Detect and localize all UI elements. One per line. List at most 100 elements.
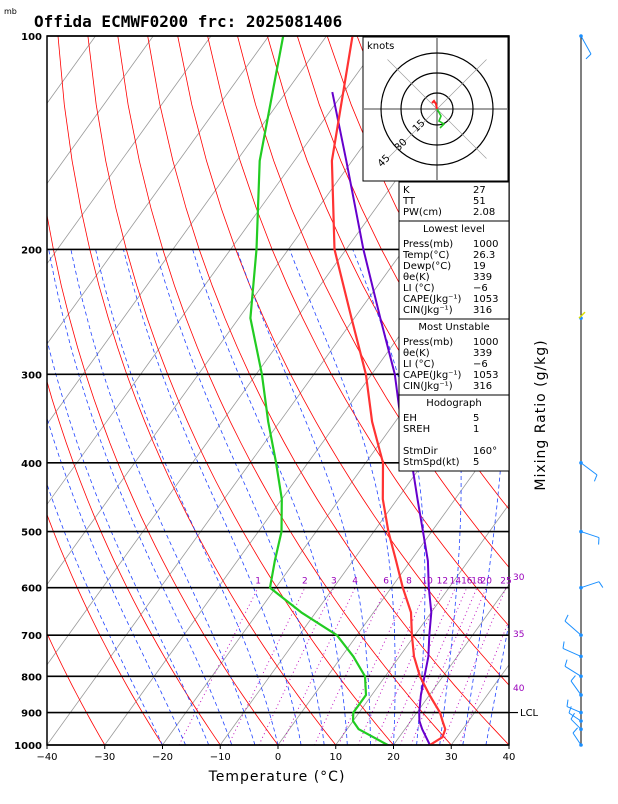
param-value: 316: [473, 305, 492, 316]
param-value: 1000: [473, 239, 498, 250]
param-section-header: Hodograph: [426, 398, 481, 409]
wind-barb-flag: [586, 54, 591, 59]
param-value: 27: [473, 185, 486, 196]
param-value: 339: [473, 272, 492, 283]
x-tick-label: −40: [36, 752, 57, 763]
wind-barb-shaft: [581, 463, 597, 475]
dry-adiabat: [58, 36, 336, 745]
pressure-tick-label: 700: [21, 631, 42, 642]
wind-barb-flag: [563, 642, 564, 649]
wind-barb-shaft: [581, 36, 591, 54]
mixing-ratio-label: 12: [437, 577, 448, 587]
param-value: 1053: [473, 370, 498, 381]
x-tick-label: −20: [152, 752, 173, 763]
background-grid: [0, 36, 618, 745]
param-label: CIN(Jkg⁻¹): [403, 381, 453, 392]
param-value: 1053: [473, 294, 498, 305]
param-label: TT: [402, 196, 416, 207]
mixing-ratio-label: 1: [255, 577, 261, 587]
dry-adiabat: [567, 36, 618, 745]
param-label: CIN(Jkg⁻¹): [403, 305, 453, 316]
mixing-ratio-label: 6: [383, 577, 389, 587]
pressure-tick-label: 800: [21, 672, 42, 683]
x-axis-title: Temperature (°C): [208, 769, 346, 785]
wind-barb-flag: [573, 728, 578, 733]
moist-adiabat: [155, 249, 324, 745]
param-value: 1: [473, 424, 479, 435]
param-value: 339: [473, 348, 492, 359]
lcl-label: LCL: [520, 708, 539, 719]
wind-barb-shaft: [581, 532, 599, 538]
pressure-tick-label: 100: [21, 32, 42, 43]
param-section-header: Lowest level: [423, 224, 485, 235]
param-label: CAPE(Jkg⁻¹): [403, 370, 461, 381]
wind-barb-shaft: [563, 648, 581, 656]
wind-barb-shaft: [581, 582, 599, 588]
theta-e-label: 30: [513, 573, 525, 583]
param-value: 51: [473, 196, 486, 207]
mixing-ratio-label: 4: [352, 577, 358, 587]
param-label: Dewp(°C): [403, 261, 451, 272]
param-label: Press(mb): [403, 239, 453, 250]
mixing-ratio-label: 14: [450, 577, 462, 587]
x-tick-label: 20: [387, 752, 400, 763]
chart-title: Offida ECMWF0200 frc: 2025081406: [34, 12, 342, 31]
param-label: Press(mb): [403, 337, 453, 348]
wind-barb-flag: [567, 700, 568, 707]
param-value: 2.08: [473, 207, 495, 218]
wind-barb-column: [563, 34, 603, 747]
param-label: θe(K): [403, 348, 430, 359]
mixing-ratio-label: 3: [331, 577, 337, 587]
param-value: 316: [473, 381, 492, 392]
x-tick-label: 10: [329, 752, 342, 763]
wind-barb-shaft: [573, 733, 581, 745]
mixing-ratio-line: [228, 588, 305, 745]
wind-barb-shaft: [571, 681, 581, 695]
param-label: SREH: [403, 424, 430, 435]
mixing-ratio-label: 8: [406, 577, 412, 587]
mixing-ratio-label: 10: [421, 577, 433, 587]
dry-adiabat: [88, 36, 394, 745]
param-value: 26.3: [473, 250, 495, 261]
param-value: 160°: [473, 446, 497, 457]
pressure-tick-label: 600: [21, 584, 42, 595]
dry-adiabat: [596, 36, 618, 745]
param-value: 5: [473, 457, 479, 468]
param-label: StmSpd(kt): [403, 457, 460, 468]
mixing-ratio-line: [442, 588, 506, 745]
hodograph-units-label: knots: [367, 41, 394, 52]
param-label: EH: [403, 413, 417, 424]
pressure-tick-label: 900: [21, 709, 42, 720]
theta-e-label: 35: [513, 630, 524, 640]
wind-barb-flag: [565, 615, 568, 621]
wind-barb-flag: [599, 582, 603, 588]
param-value: −6: [473, 359, 488, 370]
param-value: 1000: [473, 337, 498, 348]
x-tick-label: −10: [210, 752, 231, 763]
unit-mb-label: mb: [4, 7, 17, 16]
moist-adiabat: [10, 249, 186, 745]
x-tick-label: 40: [503, 752, 516, 763]
pressure-tick-label: 1000: [14, 741, 42, 752]
pressure-tick-label: 200: [21, 245, 42, 256]
x-tick-label: −30: [94, 752, 115, 763]
wind-barb-shaft: [565, 621, 581, 635]
mixing-ratio-label: 25: [500, 577, 511, 587]
param-label: θe(K): [403, 272, 430, 283]
param-label: PW(cm): [403, 207, 442, 218]
mixing-ratio-label: 20: [480, 577, 492, 587]
param-label: CAPE(Jkg⁻¹): [403, 294, 461, 305]
isotherm: [509, 36, 618, 745]
pressure-tick-label: 500: [21, 528, 42, 539]
wind-barb-shaft: [565, 666, 581, 676]
param-value: 19: [473, 261, 486, 272]
param-label: LI (°C): [403, 283, 435, 294]
mixing-ratio-line: [411, 588, 477, 745]
param-label: Temp(°C): [402, 250, 450, 261]
param-section-header: Most Unstable: [418, 322, 489, 333]
pressure-tick-label: 400: [21, 459, 42, 470]
wind-barb-shaft: [569, 713, 581, 721]
moist-adiabat: [509, 249, 612, 745]
